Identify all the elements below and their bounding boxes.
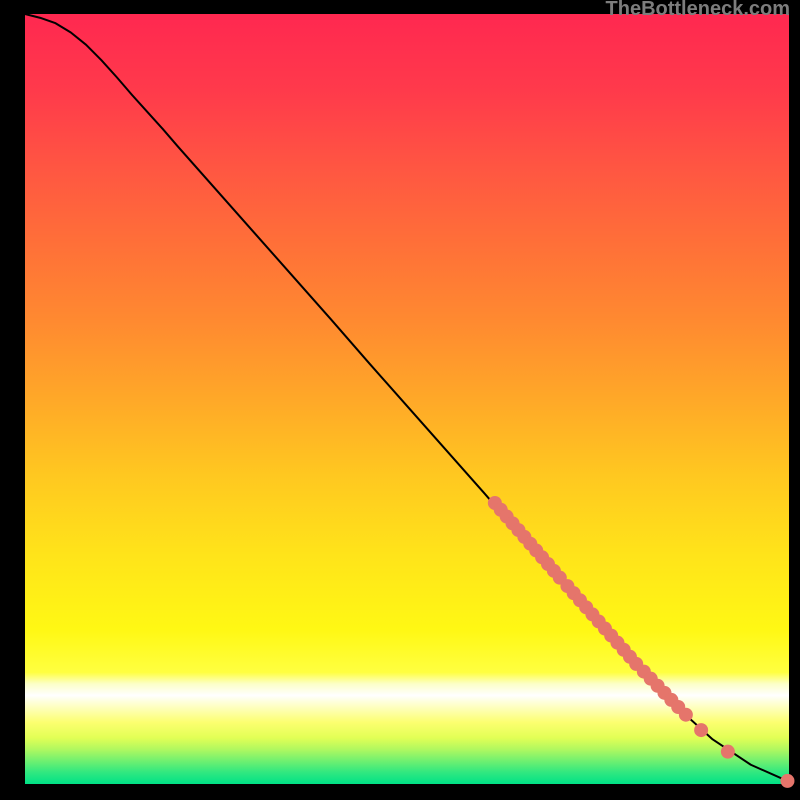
chart-svg <box>0 0 800 800</box>
data-point <box>780 774 794 788</box>
data-point <box>679 708 693 722</box>
gradient-background <box>25 14 789 784</box>
stage: TheBottleneck.com <box>0 0 800 800</box>
data-point <box>694 723 708 737</box>
data-point <box>721 745 735 759</box>
watermark-text: TheBottleneck.com <box>606 0 790 21</box>
